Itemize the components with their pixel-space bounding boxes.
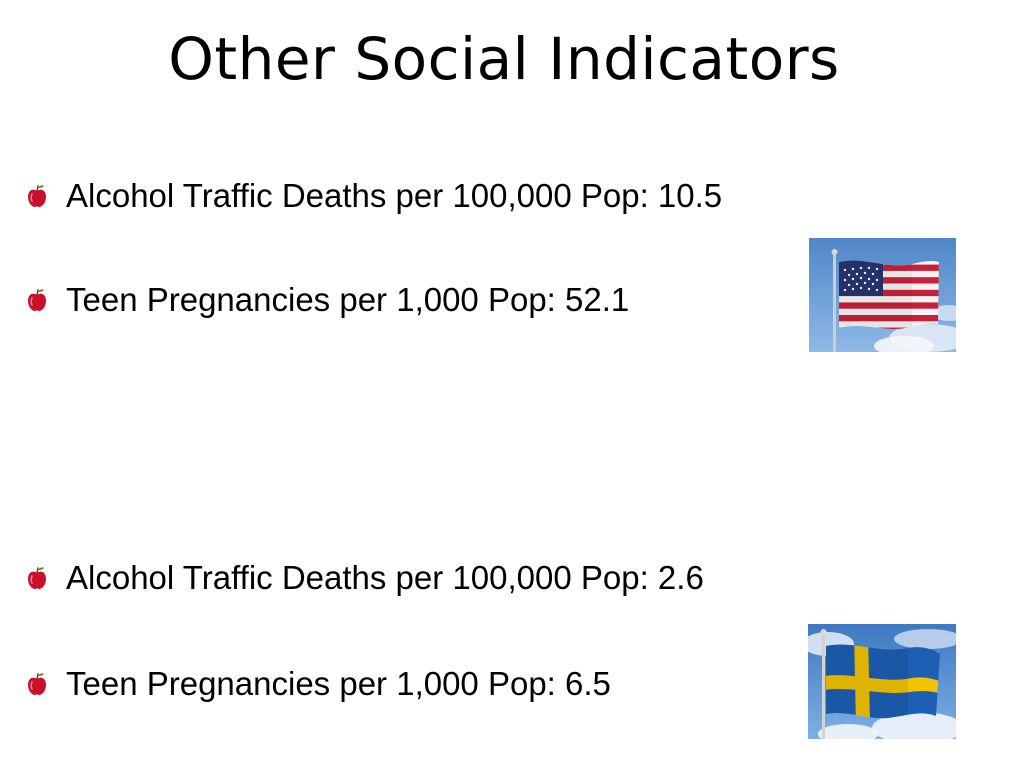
- slide-title: Other Social Indicators: [168, 25, 840, 93]
- bullet-text: Alcohol Traffic Deaths per 100,000 Pop: …: [66, 177, 723, 214]
- bullet-item: Alcohol Traffic Deaths per 100,000 Pop: …: [26, 174, 722, 218]
- bullet-item: Teen Pregnancies per 1,000 Pop: 52.1: [26, 278, 629, 322]
- bullet-text: Teen Pregnancies per 1,000 Pop: 6.5: [66, 665, 611, 702]
- apple-bullet-icon: [28, 185, 46, 207]
- sweden-flag: [808, 624, 956, 739]
- apple-bullet-icon: [28, 289, 46, 311]
- bullet-item: Alcohol Traffic Deaths per 100,000 Pop: …: [26, 556, 704, 600]
- bullet-text: Alcohol Traffic Deaths per 100,000 Pop: …: [66, 559, 704, 596]
- usa-flag: [809, 238, 956, 352]
- bullet-text: Teen Pregnancies per 1,000 Pop: 52.1: [66, 281, 630, 318]
- bullet-item: Teen Pregnancies per 1,000 Pop: 6.5: [26, 662, 611, 706]
- apple-bullet-icon: [28, 673, 46, 695]
- apple-bullet-icon: [28, 567, 46, 589]
